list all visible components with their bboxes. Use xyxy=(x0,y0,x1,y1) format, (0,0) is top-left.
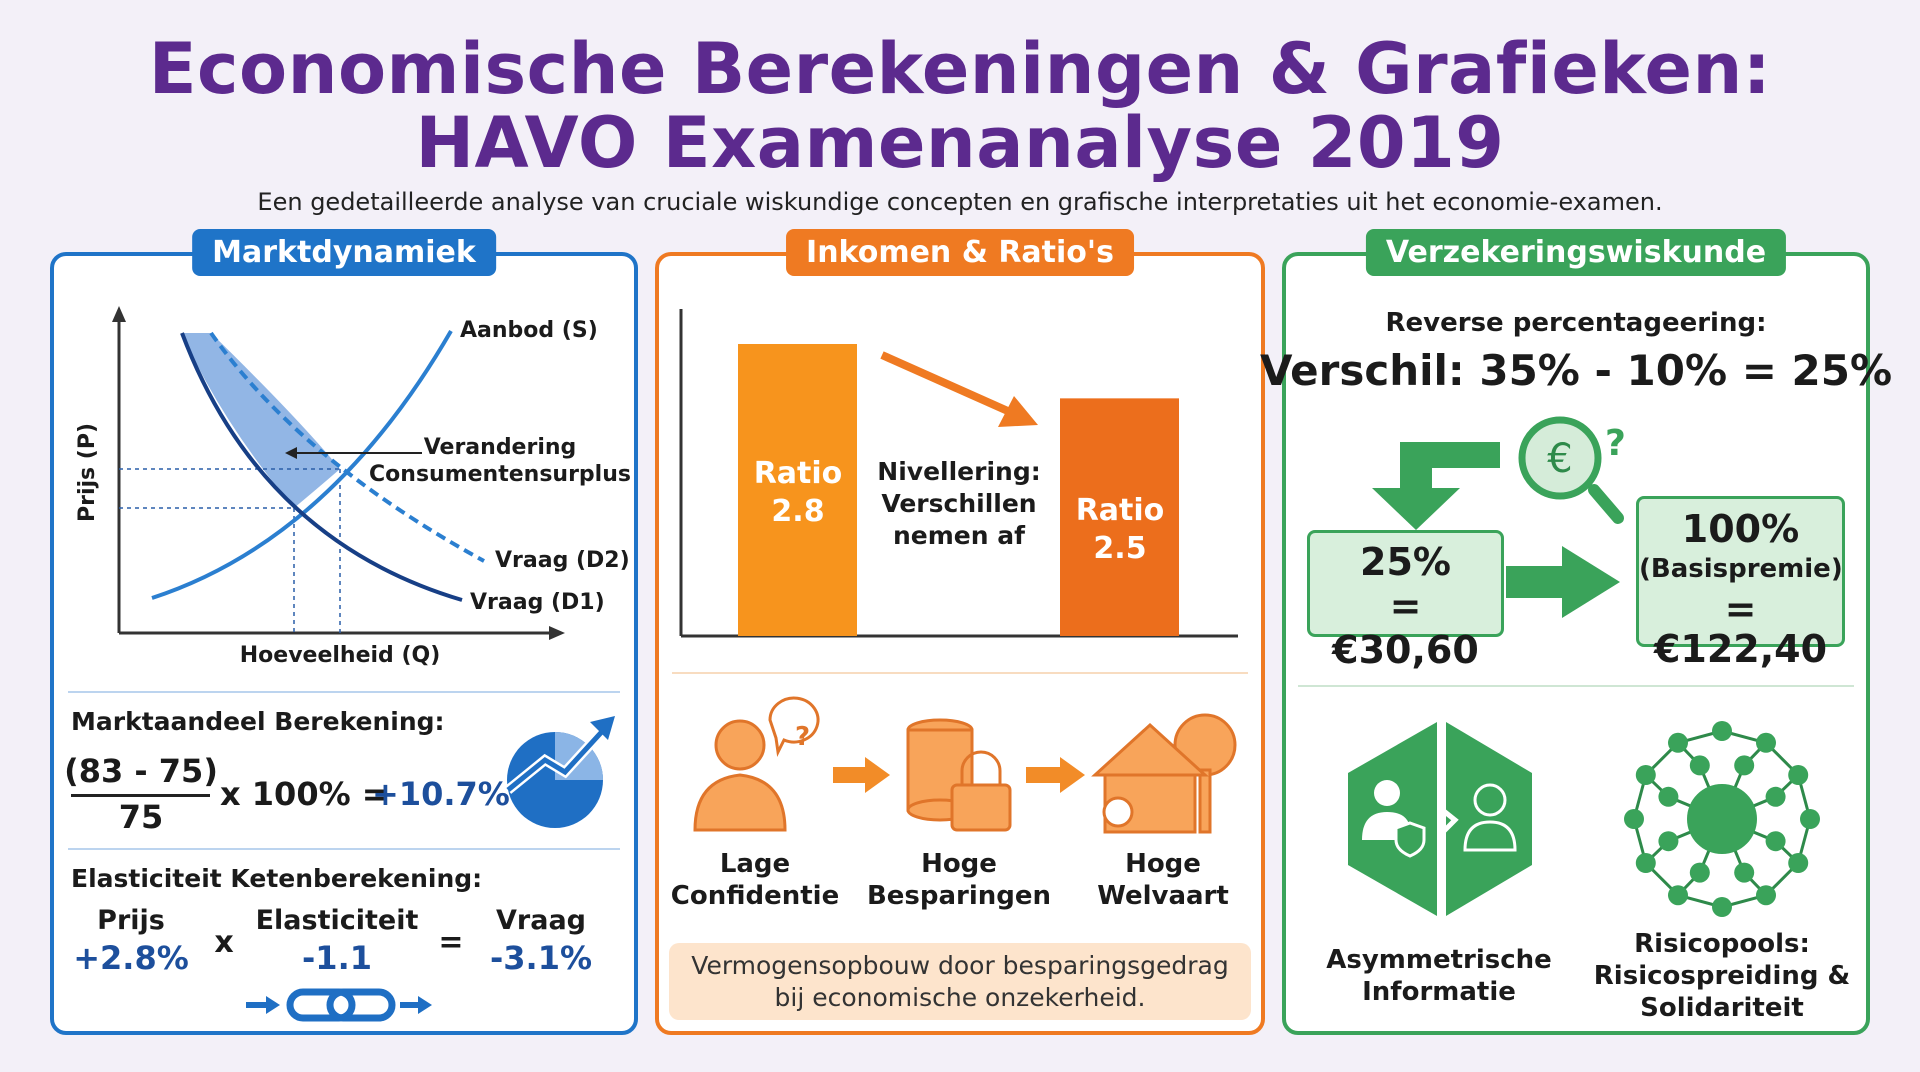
text-line: Verschillen xyxy=(881,489,1037,518)
text-line: Besparingen xyxy=(866,881,1052,911)
bar-2-label: Ratio 2.5 xyxy=(1076,492,1165,568)
text-line: Nivellering: xyxy=(877,457,1041,486)
text-line: Welvaart xyxy=(1097,881,1229,911)
share-title: Marktaandeel Berekening: xyxy=(71,707,445,736)
box-line: = €122,40 xyxy=(1653,587,1828,671)
note-box: Vermogensopbouw door besparingsgedrag bi… xyxy=(669,943,1251,1020)
divider xyxy=(68,848,620,850)
asymmetric-info-label: Asymmetrische Informatie xyxy=(1326,944,1552,1008)
divider xyxy=(1298,685,1854,687)
title-line-2: HAVO Examenanalyse 2019 xyxy=(415,102,1505,184)
text-line: Asymmetrische xyxy=(1326,945,1552,975)
box-100-percent: 100% (Basispremie) = €122,40 xyxy=(1636,496,1845,669)
flow-label-3: Hoge Welvaart xyxy=(1097,848,1229,912)
text-line: Risicospreiding & xyxy=(1593,961,1851,991)
bar-value: 2.8 xyxy=(771,494,825,529)
title-line-1: Economische Berekeningen & Grafieken: xyxy=(148,28,1772,110)
difference-formula: Verschil: 35% - 10% = 25% xyxy=(1259,346,1893,395)
text-line: Hoge xyxy=(1125,849,1201,879)
demand-d2-label: Vraag (D2) xyxy=(495,548,630,573)
box-line: = €30,60 xyxy=(1332,584,1479,672)
x-axis-label: Hoeveelheid (Q) xyxy=(239,643,441,668)
note-line: bij economische onzekerheid. xyxy=(774,983,1146,1012)
price-label: Prijs xyxy=(97,905,165,936)
bar-label: Ratio xyxy=(753,456,843,491)
text-line: Confidentie xyxy=(670,881,840,911)
text-line: Hoge xyxy=(921,849,997,879)
annotation-line-2: Consumentensurplus xyxy=(369,462,631,487)
times-sign: x xyxy=(214,925,234,960)
divider xyxy=(68,691,620,693)
note-line: Vermogensopbouw door besparingsgedrag xyxy=(691,951,1229,980)
box-line: 100% xyxy=(1681,507,1800,551)
annotation-line-1: Verandering xyxy=(423,435,577,460)
demand-d1-label: Vraag (D1) xyxy=(470,590,605,615)
text-line: Risicopools: xyxy=(1634,929,1810,959)
subtitle: Een gedetailleerde analyse van cruciale … xyxy=(257,188,1663,216)
share-multiplier: x 100% = xyxy=(220,775,389,813)
heading-market: Marktdynamiek xyxy=(192,229,496,276)
risk-pool-label: Risicopools: Risicospreiding & Solidarit… xyxy=(1594,928,1850,1024)
levelling-text: Nivellering: Verschillen nemen af xyxy=(877,456,1040,552)
flow-label-2: Hoge Besparingen xyxy=(867,848,1051,912)
heading-insurance: Verzekeringswiskunde xyxy=(1365,229,1787,276)
box-line: 25% xyxy=(1360,540,1451,584)
reverse-subtitle: Reverse percentageering: xyxy=(1385,308,1767,338)
y-axis-label: Prijs (P) xyxy=(75,422,101,523)
share-result: +10.7% xyxy=(372,775,510,813)
equals-sign: = xyxy=(438,925,464,960)
bar-1-label: Ratio 2.8 xyxy=(754,455,843,531)
bar-label: Ratio xyxy=(1075,493,1165,528)
supply-label: Aanbod (S) xyxy=(460,318,598,343)
text-line: Solidariteit xyxy=(1640,993,1804,1023)
heading-income: Inkomen & Ratio's xyxy=(786,229,1134,276)
panel-income xyxy=(655,252,1265,1035)
text-line: nemen af xyxy=(892,521,1025,550)
elasticity-title: Elasticiteit Ketenberekening: xyxy=(71,864,483,893)
elasticity-value: -1.1 xyxy=(302,939,372,977)
price-value: +2.8% xyxy=(73,939,189,977)
text-line: Lage xyxy=(719,849,791,879)
demand-value: -3.1% xyxy=(489,939,593,977)
text-line: Informatie xyxy=(1362,977,1516,1007)
fraction-bar xyxy=(71,794,210,797)
demand-label: Vraag xyxy=(496,905,586,936)
elasticity-label: Elasticiteit xyxy=(255,905,419,936)
flow-label-1: Lage Confidentie xyxy=(671,848,839,912)
divider xyxy=(672,672,1248,674)
box-25-percent: 25% = €30,60 xyxy=(1307,530,1504,672)
bar-value: 2.5 xyxy=(1093,531,1147,566)
box-line: (Basispremie) xyxy=(1639,554,1843,584)
share-numerator: (83 - 75) xyxy=(64,752,218,790)
share-denominator: 75 xyxy=(118,798,164,836)
